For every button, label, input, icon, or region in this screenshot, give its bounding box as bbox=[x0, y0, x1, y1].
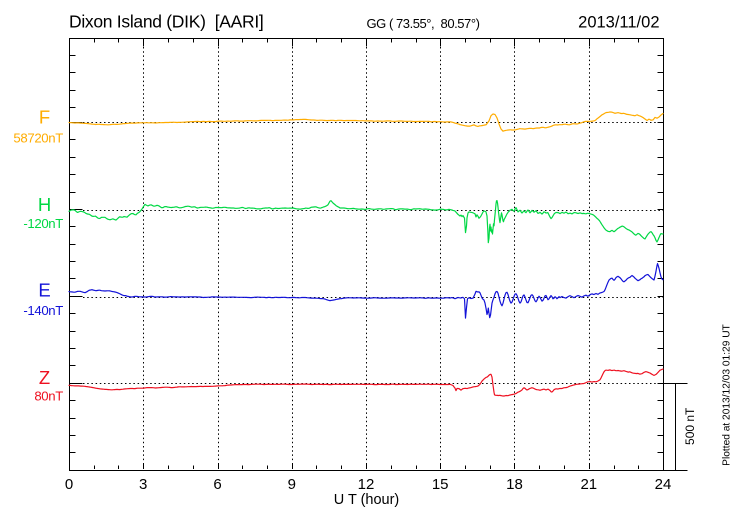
svg-text:3: 3 bbox=[139, 476, 147, 493]
svg-text:0: 0 bbox=[65, 476, 73, 493]
svg-text:2013/11/02: 2013/11/02 bbox=[578, 13, 659, 31]
svg-text:24: 24 bbox=[655, 476, 672, 493]
svg-text:-140nT: -140nT bbox=[23, 303, 63, 318]
svg-text:U T (hour): U T (hour) bbox=[334, 492, 400, 508]
svg-text:500 nT: 500 nT bbox=[683, 407, 697, 445]
svg-text:-120nT: -120nT bbox=[23, 216, 63, 231]
svg-text:12: 12 bbox=[358, 476, 375, 493]
svg-text:6: 6 bbox=[213, 476, 221, 493]
svg-text:Plotted at 2013/12/03 01:29 UT: Plotted at 2013/12/03 01:29 UT bbox=[722, 324, 730, 466]
svg-text:80nT: 80nT bbox=[34, 389, 63, 404]
svg-text:E: E bbox=[38, 280, 50, 301]
svg-text:Z: Z bbox=[39, 367, 50, 388]
svg-text:21: 21 bbox=[580, 476, 597, 493]
svg-text:F: F bbox=[39, 107, 50, 128]
svg-text:GG ( 73.55°, 80.57°): GG ( 73.55°, 80.57°) bbox=[367, 16, 480, 31]
svg-text:58720nT: 58720nT bbox=[13, 131, 63, 146]
svg-text:15: 15 bbox=[432, 476, 449, 493]
svg-text:9: 9 bbox=[288, 476, 296, 493]
svg-text:H: H bbox=[38, 194, 51, 215]
svg-text:18: 18 bbox=[506, 476, 523, 493]
svg-text:Dixon Island (DIK) [AARI]: Dixon Island (DIK) [AARI] bbox=[69, 12, 263, 32]
